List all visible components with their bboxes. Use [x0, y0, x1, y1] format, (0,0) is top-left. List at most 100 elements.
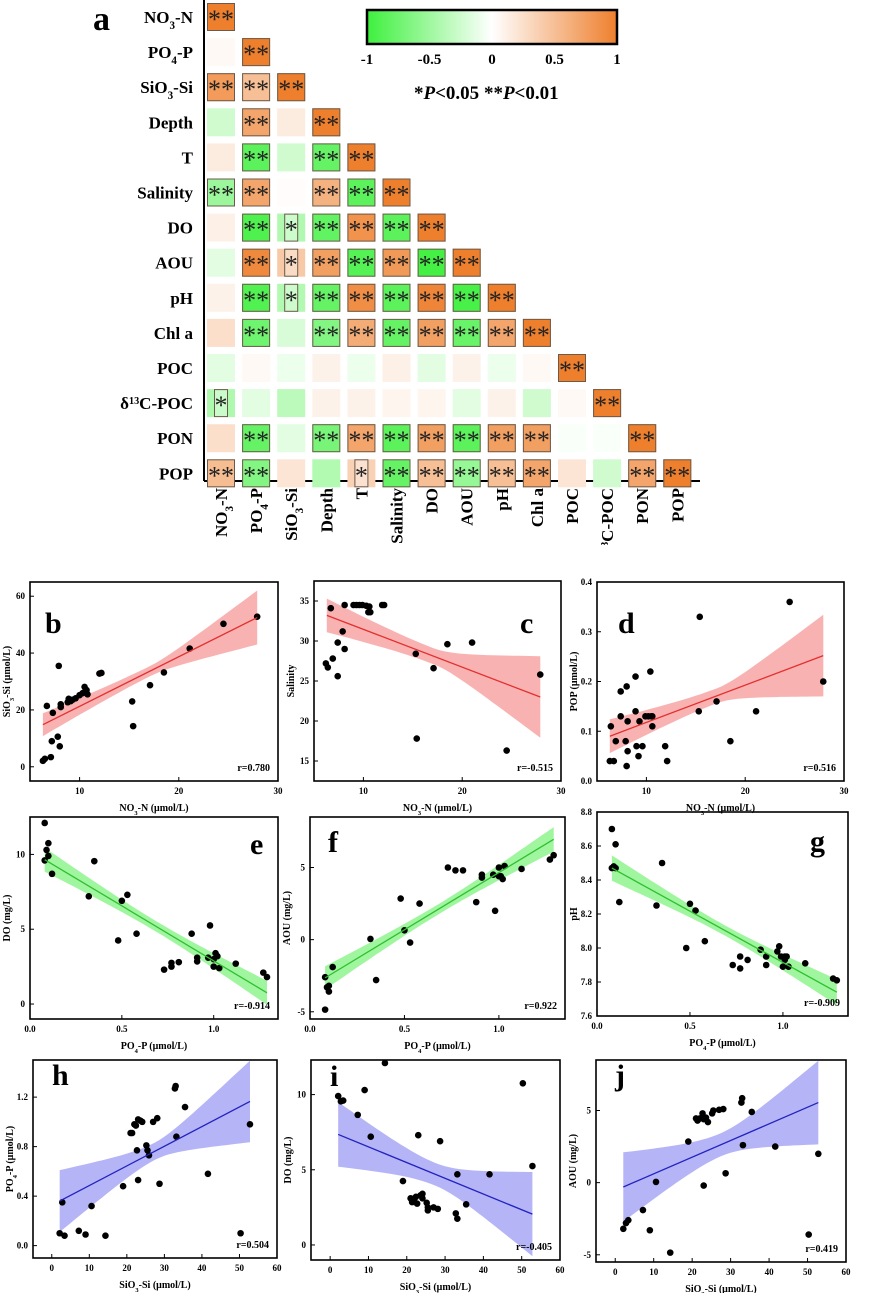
heatmap-cell: [347, 318, 376, 347]
significance-marker: **: [348, 216, 374, 245]
data-point: [617, 688, 625, 695]
data-point: [652, 1178, 660, 1186]
data-point: [48, 870, 56, 878]
y-axis-label: AOU (mg/L): [568, 1134, 579, 1188]
data-point: [646, 1226, 654, 1234]
heatmap-cell: [207, 213, 235, 242]
data-point: [160, 669, 168, 676]
panel-label-d: d: [618, 607, 635, 640]
significance-box: [354, 459, 369, 488]
data-point: [805, 1231, 812, 1238]
data-point: [132, 1122, 140, 1129]
correlation-annotation: r=0.504: [236, 1240, 269, 1251]
heatmap-cell: [452, 389, 481, 418]
data-point: [623, 762, 630, 770]
significance-box: [284, 283, 299, 312]
y-tick-label: 30: [300, 636, 310, 646]
significance-box: [522, 318, 551, 347]
x-tick-label: 20: [402, 1265, 412, 1275]
significance-box: [347, 213, 376, 242]
data-point: [324, 664, 332, 671]
x-tick-label: 0: [328, 1265, 333, 1275]
heatmap-cell: [207, 283, 235, 312]
significance-box: [382, 248, 411, 277]
y-tick-label: 35: [300, 596, 310, 606]
heatmap-cell: [628, 459, 657, 488]
heatmap-cell: [593, 389, 622, 418]
data-point: [495, 864, 503, 871]
significance-box: [452, 459, 481, 488]
data-point: [729, 961, 737, 969]
x-tick-label: 60: [842, 1267, 852, 1277]
significance-marker: **: [524, 461, 550, 490]
data-point: [325, 982, 333, 990]
heatmap-cell: [242, 38, 271, 67]
x-tick-label: 10: [649, 1267, 659, 1277]
data-point: [214, 952, 221, 960]
significance-marker: **: [419, 216, 445, 245]
data-point: [412, 650, 420, 658]
colorbar-tick-label: 1: [613, 52, 621, 68]
y-tick-label: 20: [300, 716, 310, 726]
heatmap-cell: [417, 318, 446, 347]
heatmap-cell: [312, 283, 341, 312]
heatmap-cell: [277, 424, 306, 453]
significance-box: [522, 424, 551, 453]
significance-marker: **: [489, 321, 515, 350]
data-point: [454, 1170, 461, 1178]
significance-box: [312, 178, 341, 207]
heatmap-cell: [277, 108, 306, 137]
y-axis-label-group: pH: [569, 907, 580, 921]
heatmap-cell: [487, 354, 516, 382]
data-point: [204, 1170, 212, 1178]
data-point: [82, 1231, 89, 1238]
y-tick-label: 60: [16, 591, 26, 601]
data-point: [783, 953, 790, 960]
significance-marker: **: [243, 426, 269, 455]
data-point: [246, 1121, 254, 1128]
row-label: AOU: [155, 254, 193, 273]
column-label-group: PON: [633, 487, 652, 524]
row-label: pH: [170, 289, 193, 308]
y-axis-label: DO (mg/L): [283, 1137, 294, 1184]
y-axis-label-group: Salinity: [286, 665, 297, 698]
data-point: [786, 598, 793, 606]
heatmap-cell: [382, 459, 411, 488]
data-point: [607, 722, 615, 730]
data-point: [639, 742, 646, 750]
data-point: [419, 1195, 426, 1202]
data-point: [658, 859, 666, 867]
significance-box: [558, 354, 586, 382]
data-point: [102, 1232, 109, 1240]
heatmap-cell: [242, 318, 271, 347]
heatmap-cell: [382, 213, 411, 242]
significance-marker: **: [313, 110, 339, 139]
significance-box: [312, 108, 341, 137]
x-tick-label: 10: [642, 786, 652, 796]
scatter-panel-f: 0.0 0.5 1.0 -5 0 5 PO4-P (μmol/L) AOU (mg/L) f r=…: [282, 816, 566, 1055]
correlation-annotation: r=-0.909: [804, 998, 840, 1009]
heatmap-cell: [312, 459, 341, 488]
data-point: [41, 819, 48, 827]
heatmap-cell: [207, 248, 235, 277]
heatmap-cell: [312, 389, 341, 418]
column-label: δ13C-POC: [598, 488, 617, 545]
significance-box: [312, 318, 341, 347]
data-point: [639, 1206, 647, 1214]
plot-frame: [29, 581, 279, 782]
significance-box: [242, 424, 271, 453]
data-point: [43, 846, 50, 854]
regression-line: [609, 655, 824, 737]
data-point: [536, 671, 544, 678]
y-tick-label: 0.4: [581, 577, 593, 587]
confidence-band: [609, 614, 824, 754]
significance-box: [277, 73, 306, 102]
column-label-group: POC: [563, 488, 582, 524]
x-tick-label: 40: [765, 1267, 775, 1277]
row-label: Salinity: [137, 184, 193, 203]
colorbar-tick-label: -0.5: [418, 52, 442, 68]
data-point: [608, 825, 616, 833]
data-point: [341, 645, 348, 653]
significance-box: [312, 213, 341, 242]
data-point: [367, 608, 374, 616]
